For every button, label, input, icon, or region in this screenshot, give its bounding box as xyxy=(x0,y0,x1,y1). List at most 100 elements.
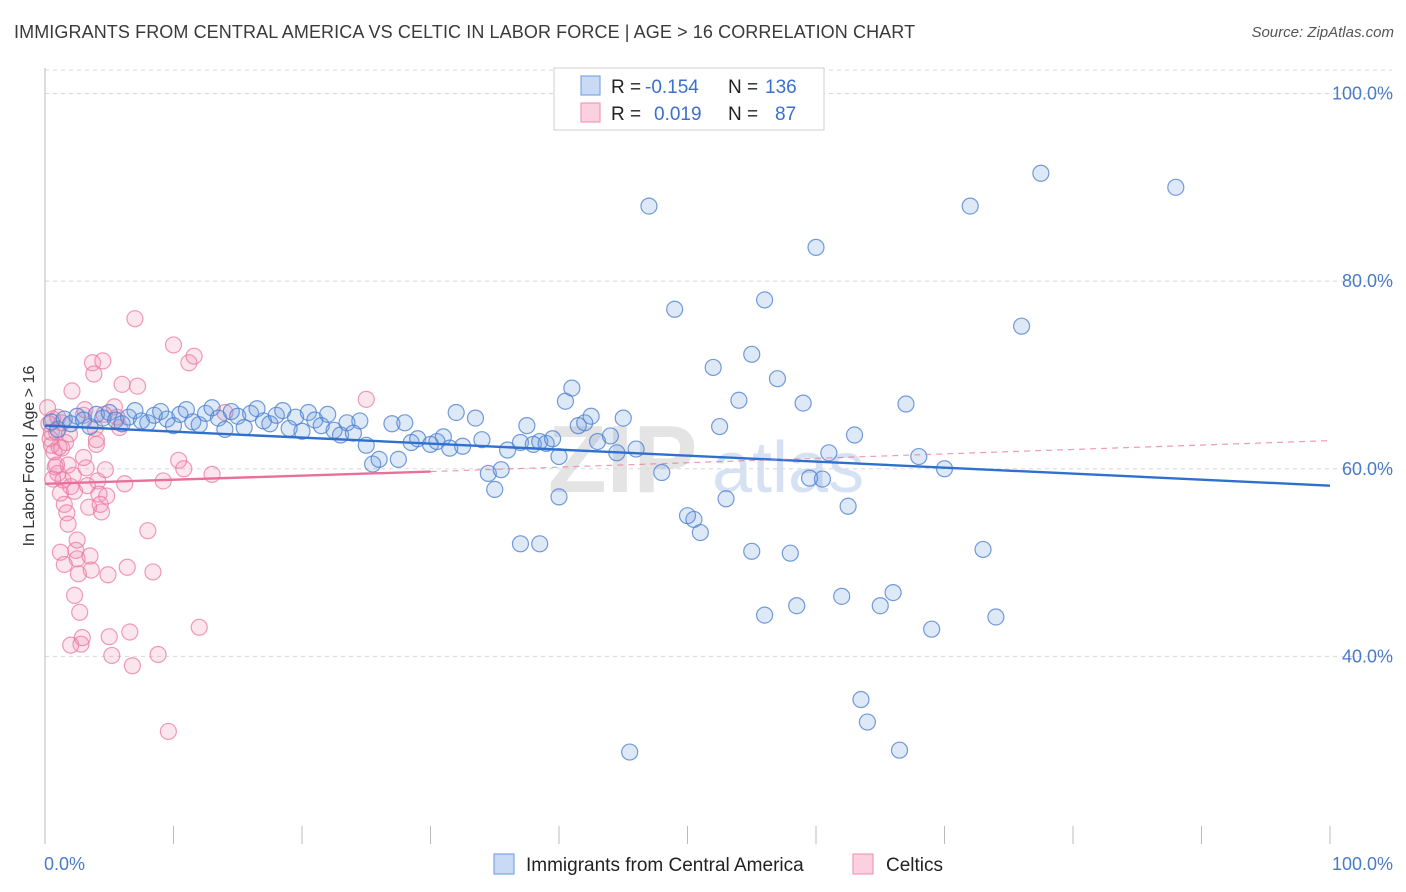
bottom-legend-blue: Immigrants from Central America xyxy=(526,855,804,876)
celtic-point xyxy=(99,566,117,584)
central-america-point xyxy=(788,597,806,615)
central-america-point xyxy=(473,431,491,449)
celtic-point xyxy=(149,645,167,664)
central-america-point xyxy=(126,402,144,420)
bottom-legend-swatch-pink xyxy=(852,853,874,875)
celtic-point xyxy=(126,310,144,328)
watermark-atlas: atlas xyxy=(712,428,864,508)
central-america-point xyxy=(550,488,568,506)
watermark-zip: ZIP xyxy=(548,406,697,513)
central-america-point xyxy=(884,583,902,602)
x-tick-label: 0.0% xyxy=(44,854,85,874)
central-america-point xyxy=(711,417,729,436)
bottom-legend-pink: Celtics xyxy=(886,855,943,876)
central-america-point xyxy=(531,535,549,553)
central-america-point xyxy=(370,450,388,468)
y-axis-label: In Labor Force | Age > 16 xyxy=(21,366,38,547)
central-america-point xyxy=(563,379,581,397)
central-america-point xyxy=(807,238,825,256)
celtic-point xyxy=(62,636,80,654)
central-america-point xyxy=(518,417,536,435)
central-america-point xyxy=(383,415,401,433)
central-america-point xyxy=(640,197,658,215)
central-america-point xyxy=(286,408,305,426)
central-america-point xyxy=(293,422,311,440)
celtic-point xyxy=(92,503,111,521)
legend-n-value-2: 87 xyxy=(775,104,796,125)
celtic-point xyxy=(170,451,188,469)
celtic-point xyxy=(96,461,114,479)
celtic-point xyxy=(139,522,157,540)
celtic-point xyxy=(85,365,103,383)
celtic-point xyxy=(47,456,66,474)
legend-n-value-1: 136 xyxy=(765,77,797,98)
legend-r-value-2: 0.019 xyxy=(654,104,702,125)
legend-swatch-pink xyxy=(580,102,601,123)
central-america-point xyxy=(1032,164,1050,182)
central-america-point xyxy=(1012,317,1031,335)
celtic-point xyxy=(53,439,71,457)
central-america-point xyxy=(351,412,369,430)
legend-r-value-1: -0.154 xyxy=(645,77,699,98)
celtic-point xyxy=(94,352,112,370)
central-america-point xyxy=(781,544,799,562)
central-america-point xyxy=(871,597,889,615)
celtic-point xyxy=(190,618,208,636)
central-america-point xyxy=(601,427,620,445)
chart-title: IMMIGRANTS FROM CENTRAL AMERICA VS CELTI… xyxy=(14,22,916,42)
celtic-point xyxy=(98,487,116,505)
celtic-point xyxy=(113,375,131,393)
celtic-points xyxy=(38,310,375,741)
y-tick-label: 100.0% xyxy=(1332,84,1393,104)
central-america-point xyxy=(987,608,1005,626)
celtic-point xyxy=(164,336,183,354)
central-america-trend-line xyxy=(44,424,1331,487)
celtic-point xyxy=(100,628,118,646)
celtic-point xyxy=(185,347,203,365)
central-america-point xyxy=(961,197,979,215)
central-america-point xyxy=(858,713,877,731)
central-america-point xyxy=(158,410,176,428)
y-tick-label: 80.0% xyxy=(1342,271,1393,291)
correlation-legend: R = -0.154 N = 136 R = 0.019 N = 87 xyxy=(553,67,825,131)
central-america-point xyxy=(447,403,465,422)
celtic-point xyxy=(51,484,70,502)
central-america-point xyxy=(666,300,684,318)
celtic-point xyxy=(59,515,77,533)
central-america-point xyxy=(466,409,485,427)
celtic-point xyxy=(65,586,84,605)
central-america-point xyxy=(833,587,851,605)
legend-n-label-1: N = xyxy=(728,77,758,98)
central-america-point xyxy=(704,358,722,377)
central-america-point xyxy=(743,345,761,363)
celtic-point xyxy=(121,623,139,641)
central-america-point xyxy=(691,523,709,542)
y-tick-labels: 40.0% 60.0% 80.0% 100.0% xyxy=(1332,84,1393,667)
central-america-point xyxy=(479,464,497,483)
celtic-trend-line xyxy=(44,470,431,485)
axes xyxy=(44,68,1331,844)
trend-lines xyxy=(44,424,1331,487)
central-america-point xyxy=(839,497,857,515)
y-tick-label: 40.0% xyxy=(1342,646,1393,666)
legend-n-label-2: N = xyxy=(728,104,758,125)
celtic-point xyxy=(71,603,89,621)
central-america-point xyxy=(890,741,909,759)
central-america-point xyxy=(794,394,812,412)
celtic-point xyxy=(87,435,106,453)
central-america-point xyxy=(396,414,414,432)
central-america-point xyxy=(119,408,138,426)
celtic-point xyxy=(63,382,81,400)
celtic-point xyxy=(128,377,147,395)
central-america-point xyxy=(974,540,992,559)
central-america-point xyxy=(582,407,600,425)
central-america-point xyxy=(743,542,761,560)
central-america-point xyxy=(486,480,504,498)
y-tick-label: 60.0% xyxy=(1342,459,1393,479)
celtic-point xyxy=(77,459,95,477)
legend-r-label-1: R = xyxy=(611,77,641,98)
central-america-point xyxy=(897,395,915,413)
central-america-point xyxy=(1167,178,1185,196)
celtic-point xyxy=(81,547,99,565)
